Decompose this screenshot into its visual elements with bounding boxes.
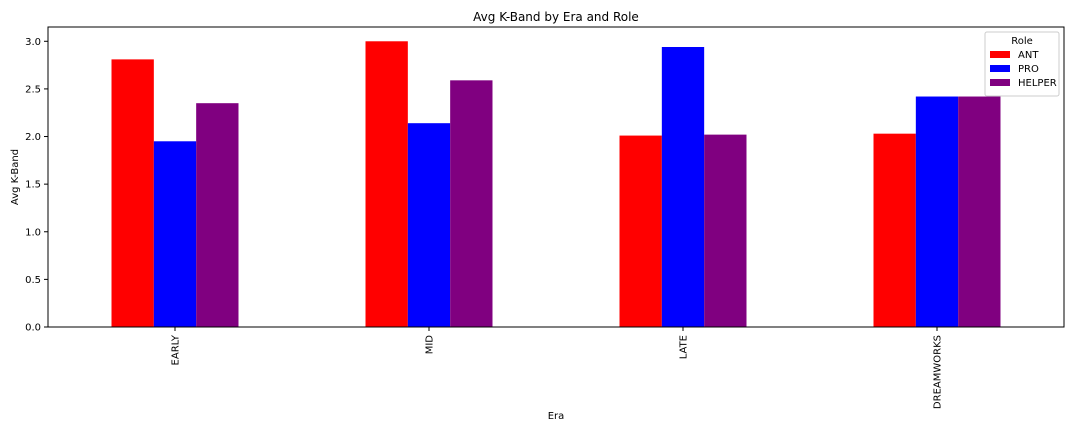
legend-items: ANT PRO HELPER xyxy=(990,50,1057,89)
bar-helper-early xyxy=(196,103,239,327)
bar-helper-mid xyxy=(450,80,493,327)
y-axis-label: Avg K-Band xyxy=(10,149,21,205)
y-tick-label: 1.0 xyxy=(25,227,41,238)
bar-ant-early xyxy=(111,59,154,327)
bar-helper-dreamworks xyxy=(958,96,1001,328)
y-tick-label: 1.5 xyxy=(25,180,41,191)
legend-swatch-ant xyxy=(990,51,1010,58)
legend-label-pro: PRO xyxy=(1018,64,1039,75)
x-axis: EARLY MID LATE DREAMWORKS xyxy=(171,327,944,409)
x-tick-label: EARLY xyxy=(171,334,182,365)
plot-area xyxy=(111,41,1001,328)
x-tick-label: MID xyxy=(425,335,436,355)
legend-label-helper: HELPER xyxy=(1018,78,1057,89)
plot-frame xyxy=(47,26,1065,328)
legend-title: Role xyxy=(1011,36,1033,47)
y-tick-label: 2.0 xyxy=(25,132,41,143)
y-tick-label: 0.5 xyxy=(25,275,41,286)
bar-pro-late xyxy=(661,47,705,327)
legend-label-ant: ANT xyxy=(1018,50,1039,61)
y-tick-label: 3.0 xyxy=(25,37,41,48)
bar-pro-early xyxy=(153,141,197,327)
bar-ant-late xyxy=(619,135,662,327)
bar-pro-dreamworks xyxy=(915,96,959,328)
bar-ant-mid xyxy=(365,41,408,328)
legend: Role ANT PRO HELPER xyxy=(984,31,1060,97)
y-axis: 0.0 0.5 1.0 1.5 2.0 2.5 3.0 xyxy=(25,37,48,334)
legend-swatch-helper xyxy=(990,79,1010,86)
y-tick-label: 2.5 xyxy=(25,84,41,95)
x-tick-label: LATE xyxy=(679,335,690,359)
bar-pro-mid xyxy=(407,123,451,327)
y-tick-label: 0.0 xyxy=(25,323,41,334)
legend-swatch-pro xyxy=(990,65,1010,72)
chart-title: Avg K-Band by Era and Role xyxy=(473,10,639,24)
bar-ant-dreamworks xyxy=(873,133,916,327)
bar-helper-late xyxy=(704,134,747,327)
x-axis-label: Era xyxy=(548,411,565,422)
x-tick-label: DREAMWORKS xyxy=(933,335,944,409)
